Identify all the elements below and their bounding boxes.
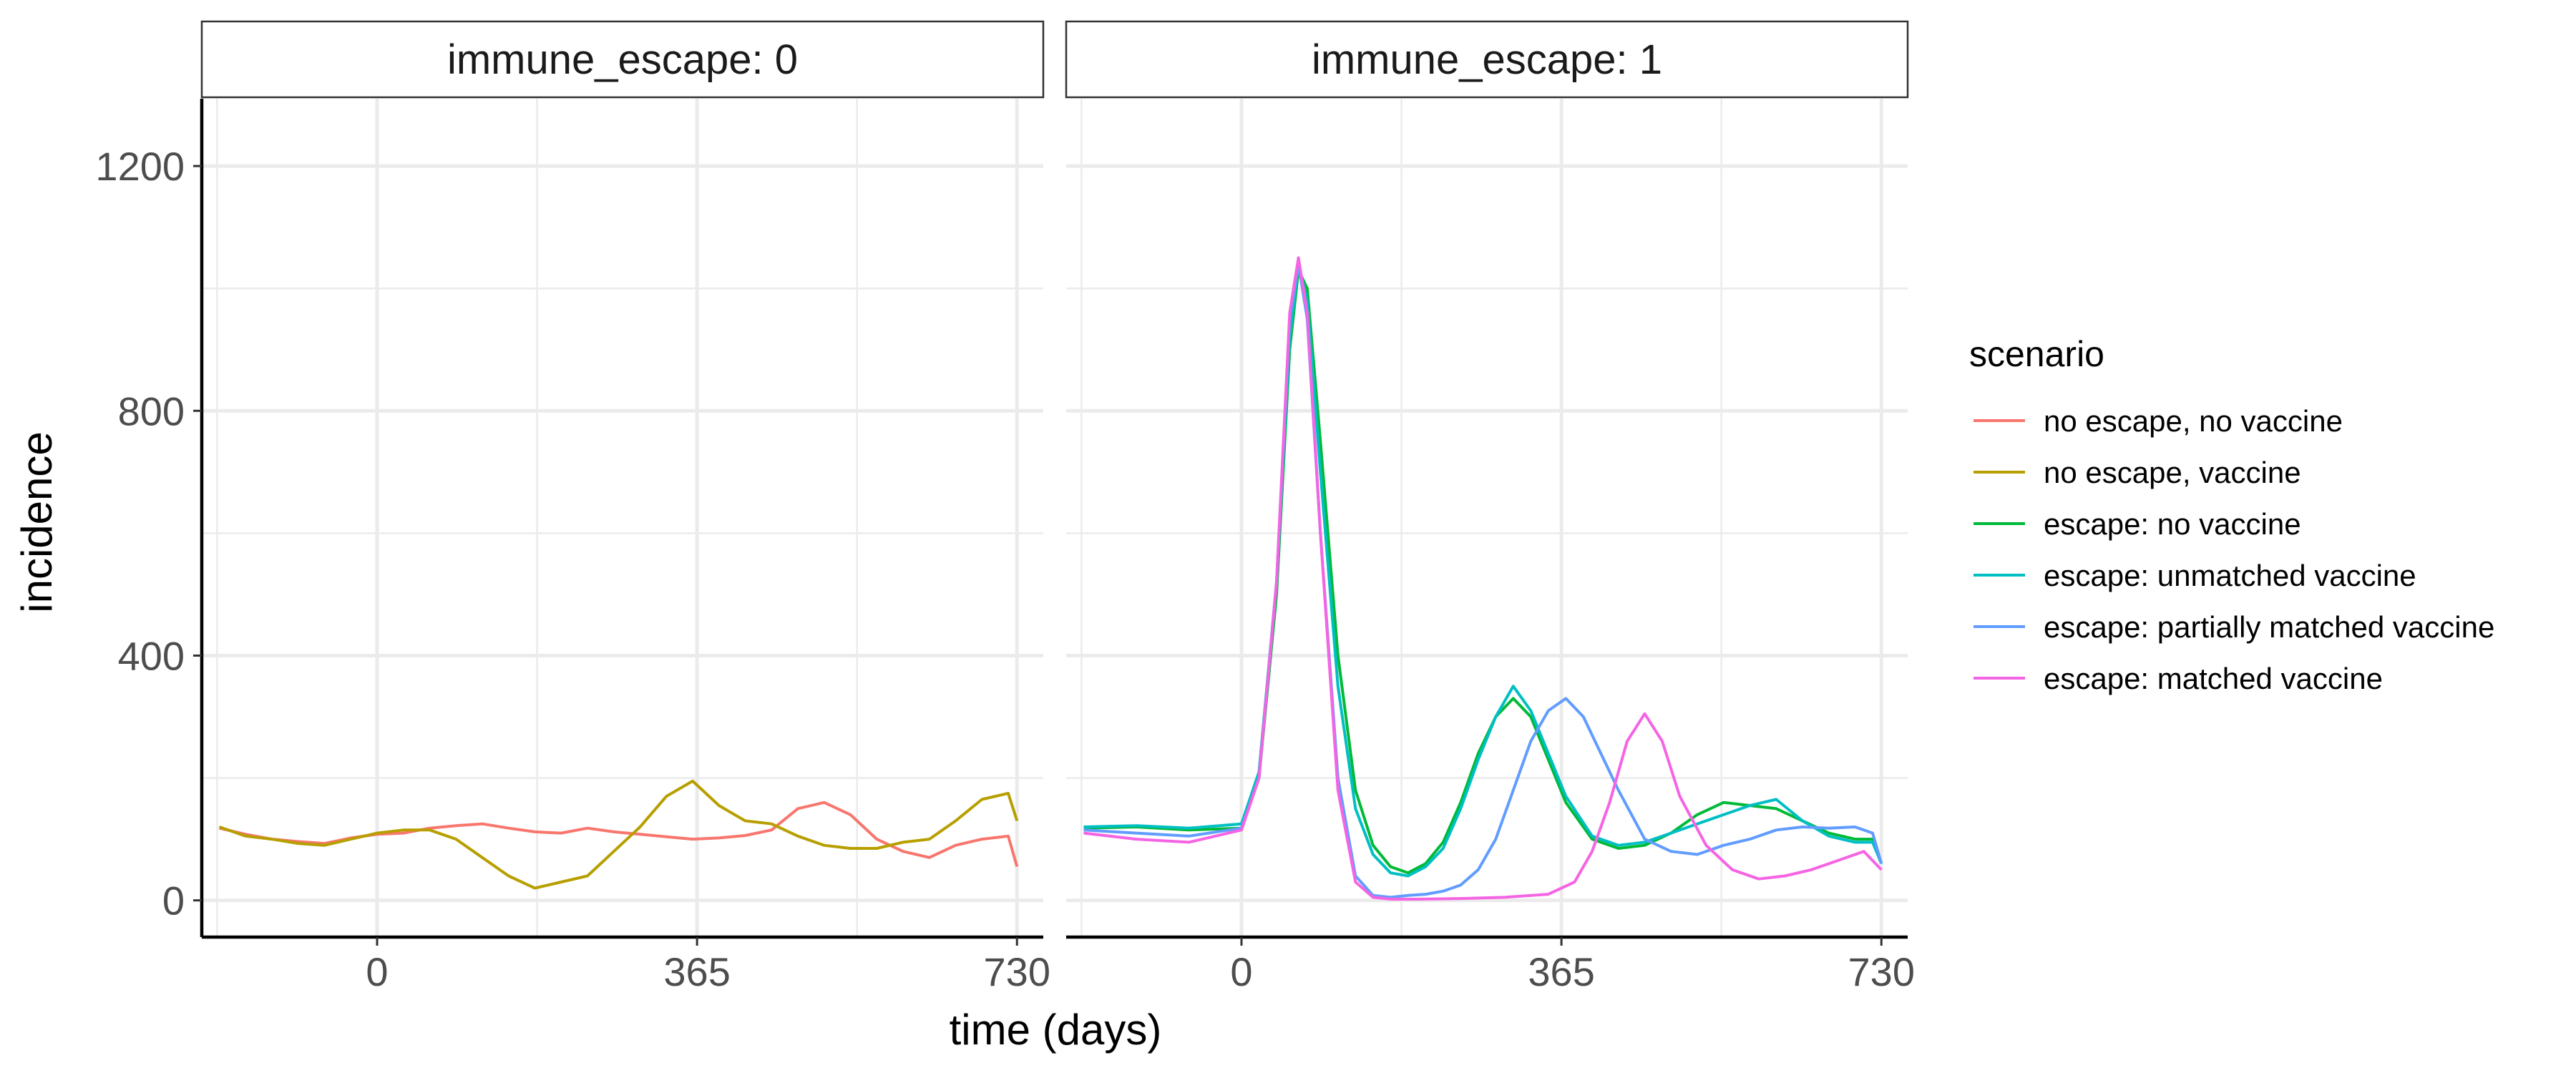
x-tick-label: 730	[984, 949, 1050, 994]
x-tick-label: 730	[1848, 949, 1915, 994]
series-line	[220, 781, 1018, 888]
facet-strip-label: immune_escape: 0	[447, 36, 798, 83]
x-tick-label: 365	[663, 949, 730, 994]
legend-label: escape: partially matched vaccine	[2044, 610, 2494, 644]
y-tick-label: 0	[162, 878, 185, 923]
x-tick-label: 0	[366, 949, 388, 994]
legend-label: no escape, no vaccine	[2044, 404, 2343, 438]
x-tick-label: 0	[1230, 949, 1252, 994]
panel-immune-escape-0: immune_escape: 0 0 400 800 1200 0 365 730	[95, 21, 1050, 994]
y-tick-label: 800	[118, 388, 185, 433]
y-tick-label: 1200	[95, 144, 185, 189]
facet-strip-label: immune_escape: 1	[1312, 36, 1662, 83]
legend-label: escape: matched vaccine	[2044, 662, 2383, 695]
series-line	[220, 803, 1018, 867]
legend-label: escape: unmatched vaccine	[2044, 559, 2416, 592]
legend-title: scenario	[1969, 334, 2104, 374]
x-tick-label: 365	[1528, 949, 1594, 994]
legend: scenario no escape, no vaccine no escape,…	[1969, 334, 2494, 695]
y-axis-title: incidence	[13, 431, 61, 613]
legend-label: no escape, vaccine	[2044, 456, 2301, 489]
series-line	[1084, 270, 1882, 873]
y-tick-label: 400	[118, 633, 185, 678]
panel-immune-escape-1: immune_escape: 1 0 365 730	[1066, 21, 1915, 994]
series-line	[1084, 264, 1882, 876]
legend-label: escape: no vaccine	[2044, 507, 2301, 541]
x-axis-title: time (days)	[950, 1006, 1162, 1054]
